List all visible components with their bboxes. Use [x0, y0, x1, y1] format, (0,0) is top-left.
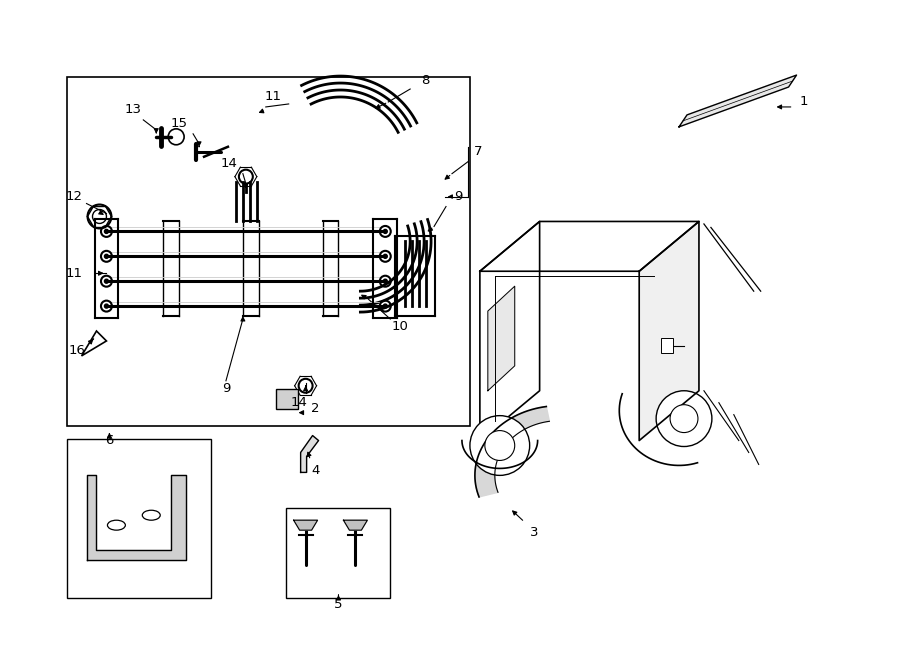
Circle shape	[104, 304, 108, 308]
Text: 3: 3	[530, 525, 539, 539]
Text: 13: 13	[125, 103, 142, 116]
Text: 1: 1	[799, 95, 808, 108]
Polygon shape	[480, 221, 699, 271]
Bar	[662, 338, 673, 353]
Ellipse shape	[107, 520, 125, 530]
Circle shape	[383, 229, 387, 233]
Bar	[275, 389, 298, 408]
Text: 8: 8	[421, 73, 429, 87]
Text: 6: 6	[105, 434, 113, 447]
Text: 2: 2	[311, 402, 320, 415]
Circle shape	[670, 405, 698, 432]
Polygon shape	[639, 221, 699, 440]
Polygon shape	[480, 221, 540, 440]
Circle shape	[383, 304, 387, 308]
Circle shape	[470, 416, 530, 475]
Text: 9: 9	[454, 190, 463, 203]
Bar	[67, 77, 470, 426]
Polygon shape	[293, 520, 318, 530]
Circle shape	[104, 229, 108, 233]
Circle shape	[485, 430, 515, 461]
Text: 12: 12	[65, 190, 82, 203]
Circle shape	[104, 279, 108, 283]
Ellipse shape	[142, 510, 160, 520]
Polygon shape	[475, 407, 549, 497]
Bar	[67, 438, 211, 598]
Text: 14: 14	[220, 157, 238, 170]
Text: 9: 9	[221, 382, 230, 395]
Polygon shape	[301, 436, 319, 473]
Polygon shape	[86, 475, 186, 560]
Text: 11: 11	[265, 91, 281, 104]
Polygon shape	[344, 520, 367, 530]
Text: 7: 7	[473, 145, 482, 158]
Polygon shape	[679, 75, 796, 127]
Circle shape	[383, 254, 387, 258]
Bar	[285, 508, 391, 598]
Text: 11: 11	[65, 267, 82, 280]
Circle shape	[383, 279, 387, 283]
Polygon shape	[82, 331, 106, 356]
Text: 15: 15	[171, 118, 187, 130]
Text: 5: 5	[334, 598, 343, 611]
Text: 10: 10	[392, 319, 409, 332]
Circle shape	[104, 254, 108, 258]
Circle shape	[656, 391, 712, 447]
Text: 4: 4	[311, 464, 320, 477]
Polygon shape	[488, 286, 515, 391]
Text: 16: 16	[68, 344, 85, 358]
Text: 14: 14	[290, 396, 307, 409]
